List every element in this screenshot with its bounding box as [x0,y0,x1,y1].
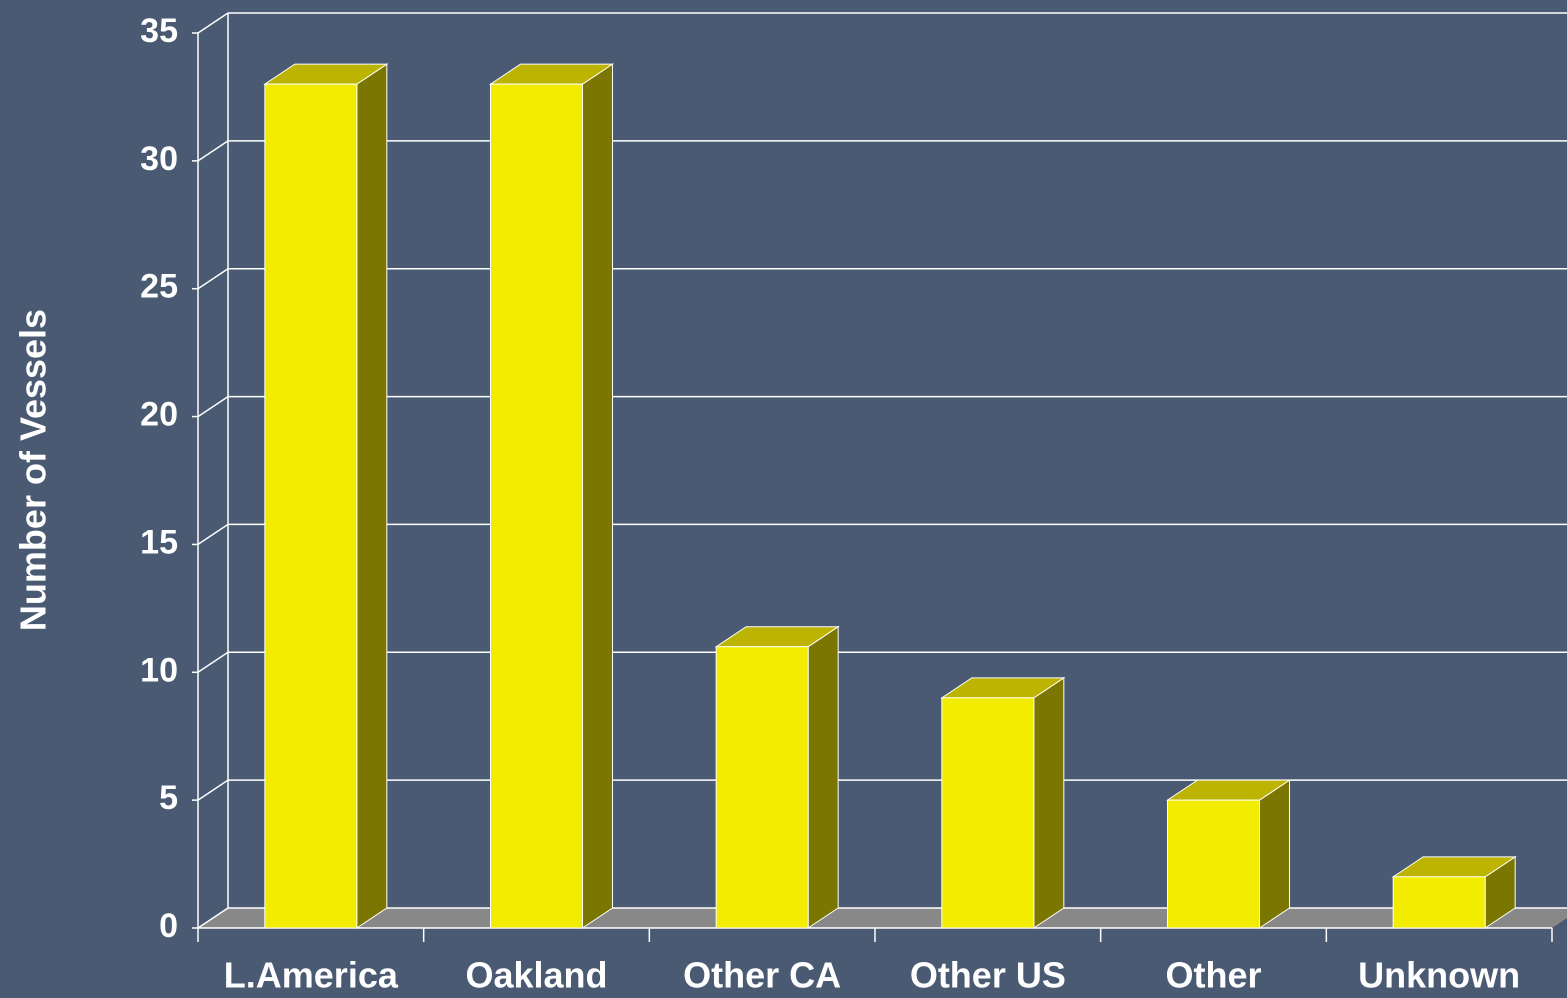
side-grid-line [197,12,229,34]
side-grid-line [197,395,229,418]
y-tick-label: 0 [159,907,178,945]
bar [1167,799,1260,929]
bar-side [807,625,839,929]
x-tick-label: Other [1165,955,1261,996]
y-axis-title: Number of Vessels [13,309,54,631]
y-tick-label: 15 [140,523,178,561]
x-tick-label: Oakland [465,955,607,996]
bar-side [582,63,613,929]
side-grid-line [197,523,229,546]
y-tick-label: 35 [140,12,178,50]
floor [198,908,1567,928]
bar-side [356,63,388,929]
y-tick-label: 25 [140,268,178,306]
x-tick-label: L.America [224,955,399,996]
side-grid-line [197,907,229,929]
x-tick-label: Other CA [683,955,841,996]
side-grid-line [197,779,229,801]
y-tick-label: 10 [140,651,178,689]
y-tick-label: 30 [140,140,178,178]
bar [941,697,1035,929]
y-tick-label: 5 [159,779,178,817]
x-tick-label: Other US [910,955,1066,996]
bar [490,83,583,929]
bar [264,83,358,929]
side-grid-line [197,140,229,162]
bar [1392,876,1486,929]
y-tick-label: 20 [140,396,178,434]
bar-side [1033,676,1065,929]
bar-side [1259,779,1290,929]
side-grid-line [197,268,229,290]
bar [715,646,809,929]
side-grid-line [197,651,229,673]
x-tick-label: Unknown [1358,955,1520,996]
